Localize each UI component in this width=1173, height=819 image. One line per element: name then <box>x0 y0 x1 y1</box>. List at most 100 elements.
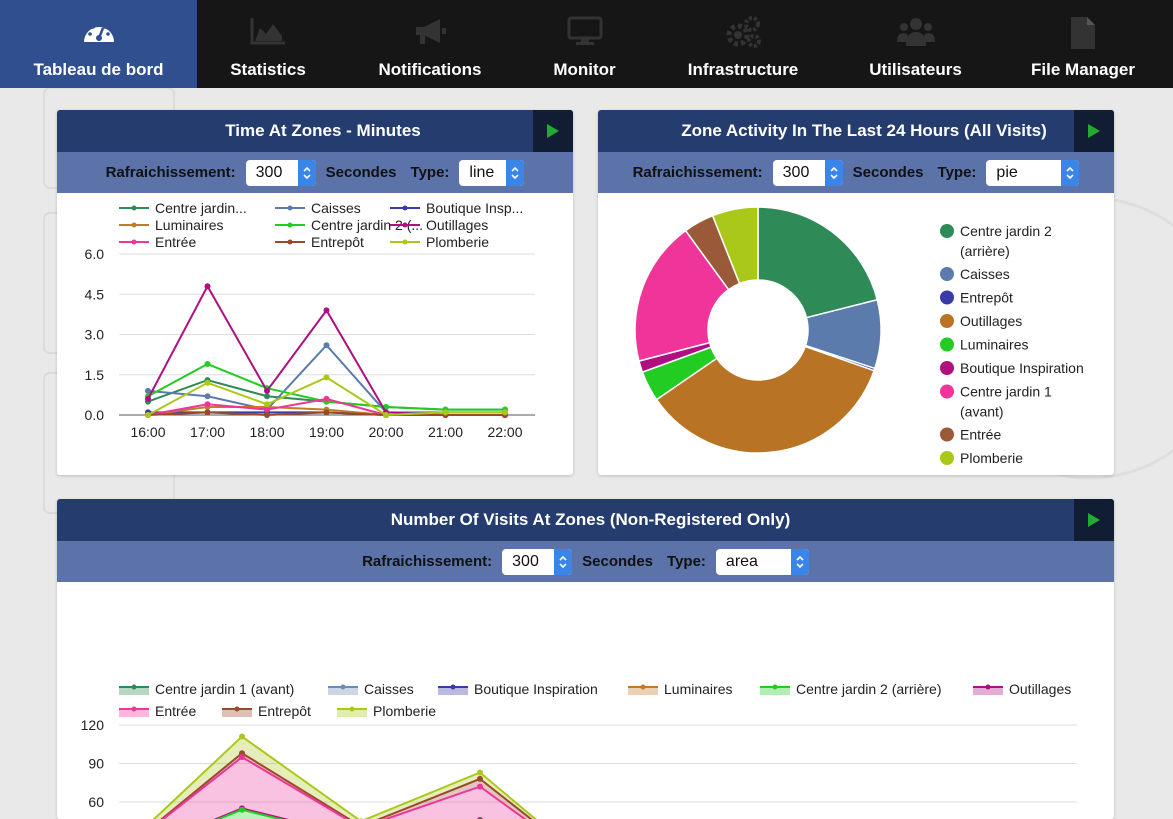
nav-item-notifications[interactable]: Notifications <box>339 0 521 88</box>
time-at-zones-chart: 0.0 1.5 3.0 4.5 6.0 16:00 17:00 18:00 19:00 20:00… <box>85 200 535 440</box>
data-point <box>442 409 449 416</box>
data-point <box>204 409 211 416</box>
legend-label: Entrepôt <box>960 290 1013 306</box>
legend-label: Entrée <box>960 427 1001 443</box>
legend-label: Luminaires <box>960 337 1028 353</box>
select-arrows-icon <box>790 548 809 575</box>
refresh-label: Rafraichissement: <box>105 164 236 181</box>
legend-swatch-dot <box>131 684 137 690</box>
y-tick-label: 120 <box>81 717 105 733</box>
monitor-icon <box>567 16 602 45</box>
x-tick-label: 18:00 <box>249 424 284 440</box>
type-select[interactable]: line <box>459 159 525 186</box>
top-navigation: Tableau de bord Statistics Notifications… <box>0 0 1173 88</box>
nav-label: Tableau de bord <box>33 60 164 79</box>
nav-item-utilisateurs[interactable]: Utilisateurs <box>838 0 993 88</box>
pie-slice <box>634 229 730 362</box>
type-label: Type: <box>410 164 450 181</box>
select-arrows-icon <box>824 159 843 186</box>
data-point <box>204 361 211 368</box>
panel-title: Time At Zones - Minutes <box>225 121 421 140</box>
panel-header: Number Of Visits At Zones (Non-Registere… <box>57 499 1114 541</box>
legend-label: Caisses <box>311 200 361 216</box>
data-point <box>477 775 483 782</box>
seconds-label: Secondes <box>325 164 397 181</box>
refresh-select[interactable]: 300 <box>502 548 573 575</box>
nav-label: Statistics <box>230 60 306 79</box>
data-point <box>323 342 330 349</box>
legend-swatch-dot <box>131 222 137 228</box>
panel-header: Zone Activity In The Last 24 Hours (All … <box>598 110 1114 152</box>
legend-label: Centre jardin 1 (avant) <box>155 681 294 697</box>
users-icon <box>896 18 935 46</box>
y-tick-label: 1.5 <box>85 367 105 383</box>
series-line <box>152 735 537 819</box>
play-icon <box>1088 513 1100 527</box>
data-point <box>264 406 270 413</box>
legend-swatch <box>940 427 954 442</box>
x-tick-label: 20:00 <box>368 424 403 440</box>
play-button[interactable] <box>1074 499 1114 541</box>
type-select[interactable]: area <box>715 548 809 575</box>
visits-at-zones-panel: Number Of Visits At Zones (Non-Registere… <box>57 499 1114 819</box>
type-select[interactable]: pie <box>986 159 1080 186</box>
legend-swatch <box>940 224 954 238</box>
refresh-label: Rafraichissement: <box>362 553 493 570</box>
legend-label: Entrepôt <box>258 703 311 719</box>
nav-item-statistics[interactable]: Statistics <box>197 0 339 88</box>
nav-item-infrastructure[interactable]: Infrastructure <box>648 0 838 88</box>
play-button[interactable] <box>1074 110 1114 152</box>
data-point <box>145 395 151 402</box>
data-point <box>239 806 245 813</box>
file-icon <box>1071 17 1095 49</box>
x-tick-label: 19:00 <box>309 424 344 440</box>
legend-swatch <box>940 337 954 352</box>
pie-slice <box>757 206 879 319</box>
play-button[interactable] <box>533 110 573 152</box>
series-line <box>161 755 527 819</box>
legend-swatch-dot <box>450 684 456 690</box>
y-tick-label: 3.0 <box>85 327 105 343</box>
legend-swatch-dot <box>287 205 293 211</box>
legend-swatch <box>940 451 954 465</box>
legend-swatch <box>119 709 149 717</box>
legend-label: Luminaires <box>155 217 223 233</box>
legend-swatch-dot <box>234 706 240 712</box>
legend-label: Caisses <box>364 681 414 697</box>
nav-item-monitor[interactable]: Monitor <box>521 0 648 88</box>
legend-swatch-dot <box>402 239 408 245</box>
data-point <box>323 307 330 314</box>
select-arrows-icon <box>554 548 573 575</box>
refresh-select[interactable]: 300 <box>245 159 316 186</box>
data-point <box>477 769 483 776</box>
type-value: line <box>469 163 495 181</box>
legend-label: Plomberie <box>373 703 436 719</box>
refresh-value: 300 <box>782 163 810 181</box>
legend-label: Outillages <box>426 217 488 233</box>
data-point <box>239 733 245 740</box>
legend-swatch <box>940 290 954 305</box>
megaphone-icon <box>416 19 446 44</box>
legend-swatch <box>940 314 954 328</box>
legend-swatch-dot <box>772 684 778 690</box>
select-arrows-icon <box>297 159 316 186</box>
legend-swatch <box>628 687 658 695</box>
legend-swatch <box>940 267 954 281</box>
legend-label: Plomberie <box>960 450 1023 466</box>
area-chart-icon <box>250 18 285 45</box>
legend-label: Centre jardin... <box>155 200 247 216</box>
legend-swatch <box>438 687 468 695</box>
y-tick-label: 90 <box>88 756 104 772</box>
pie-slice <box>711 206 759 285</box>
play-icon <box>547 124 559 138</box>
refresh-select[interactable]: 300 <box>772 159 843 186</box>
time-at-zones-panel: Time At Zones - Minutes Rafraichissement… <box>57 110 573 475</box>
legend-swatch-dot <box>402 205 408 211</box>
legend-swatch-dot <box>349 706 355 712</box>
legend-label: Entrée <box>155 234 196 250</box>
series-line <box>160 752 533 819</box>
nav-item-tableau-de-bord[interactable]: Tableau de bord <box>0 0 197 88</box>
legend-label: Outillages <box>960 313 1022 329</box>
nav-item-file-manager[interactable]: File Manager <box>993 0 1173 88</box>
data-point <box>145 412 151 418</box>
